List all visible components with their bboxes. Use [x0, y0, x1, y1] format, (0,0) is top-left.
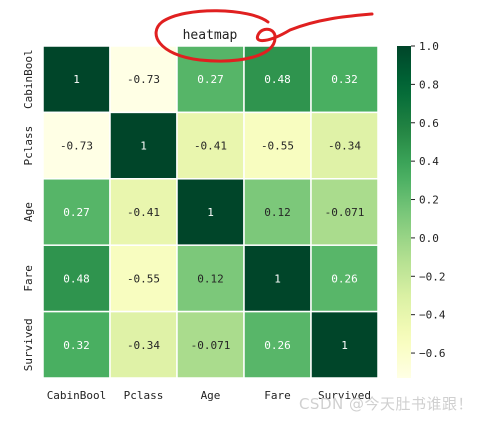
- cell-annotation: 0.27: [63, 206, 90, 219]
- x-tick-label: Survived: [318, 389, 371, 402]
- cell-annotation: 1: [341, 339, 348, 352]
- cell-annotation: 0.32: [331, 73, 358, 86]
- colorbar-tick-label: 1.0: [419, 40, 439, 53]
- heatmap-cells: 1 -0.73 0.27 0.48 0.32 -0.73 1 -0.41 -0.55 -0.34 0…: [42, 45, 379, 379]
- cell-annotation: -0.41: [194, 140, 227, 153]
- cell-annotation: 0.12: [197, 272, 224, 285]
- watermark: CSDN @今天肚书谁跟！: [298, 395, 473, 413]
- heatmap-cell: [109, 244, 178, 313]
- cell-annotation: 0.26: [264, 339, 291, 352]
- cell-annotation: -0.55: [127, 272, 160, 285]
- x-tick-labels: CabinBool Pclass Age Fare Survived: [47, 389, 371, 402]
- heatmap-cell: [42, 244, 111, 313]
- heatmap-cell: [310, 244, 379, 313]
- cell-annotation: -0.071: [325, 206, 365, 219]
- colorbar-tick-label: 0.8: [419, 78, 439, 91]
- x-tick-label: Age: [201, 389, 221, 402]
- heatmap-cell: [109, 45, 178, 114]
- y-tick-label: CabinBool: [22, 49, 35, 109]
- cell-annotation: 0.48: [63, 272, 90, 285]
- colorbar-tick-label: −0.4: [419, 309, 446, 322]
- y-tick-label: Survived: [22, 318, 35, 371]
- heatmap-cell: [42, 310, 111, 379]
- cell-annotation: 1: [73, 73, 80, 86]
- x-tick-label: CabinBool: [47, 389, 107, 402]
- heatmap-cell: [176, 310, 245, 379]
- x-tick-label: Pclass: [124, 389, 164, 402]
- cell-annotation: -0.34: [328, 140, 361, 153]
- heatmap-cell: [176, 111, 245, 180]
- cell-annotation: -0.071: [191, 339, 231, 352]
- cell-annotation: 0.32: [63, 339, 90, 352]
- cell-annotation: 0.26: [331, 272, 358, 285]
- heatmap-cell: [310, 310, 379, 379]
- cell-annotation: 1: [207, 206, 214, 219]
- colorbar-tick-label: 0.4: [419, 155, 439, 168]
- y-tick-label: Fare: [22, 265, 35, 292]
- heatmap-cell: [42, 45, 111, 114]
- heatmap-cell: [109, 178, 178, 246]
- cell-annotation: -0.55: [261, 140, 294, 153]
- cell-annotation: -0.34: [127, 339, 160, 352]
- colorbar-tick-label: 0.0: [419, 232, 439, 245]
- heatmap-cell: [243, 178, 312, 246]
- title-annotation-circle: [154, 9, 374, 63]
- colorbar-scale: [397, 46, 411, 378]
- cell-annotation: 1: [140, 140, 147, 153]
- x-tick-label: Fare: [264, 389, 291, 402]
- y-tick-label: Age: [22, 202, 35, 222]
- cell-annotation: 0.12: [264, 206, 291, 219]
- heatmap-cell: [310, 111, 379, 180]
- cell-annotation: -0.73: [60, 140, 93, 153]
- cell-annotation: 0.48: [264, 73, 291, 86]
- colorbar-tick-label: −0.2: [419, 270, 446, 283]
- colorbar-tick-label: −0.6: [419, 347, 446, 360]
- colorbar-tick-label: 0.2: [419, 194, 439, 207]
- y-tick-labels: CabinBool Pclass Age Fare Survived: [22, 49, 35, 371]
- y-tick-label: Pclass: [22, 126, 35, 166]
- cell-annotation: 0.27: [197, 73, 224, 86]
- colorbar: 1.0 0.8 0.6 0.4 0.2 0.0 −0.2 −0.4 −0.6: [397, 40, 446, 378]
- heatmap-cell: [109, 310, 178, 379]
- heatmap-cell: [176, 244, 245, 313]
- cell-annotation: 1: [274, 272, 281, 285]
- heatmap-cell: [243, 244, 312, 313]
- cell-annotation: -0.41: [127, 206, 160, 219]
- heatmap-cell: [42, 111, 111, 180]
- cell-annotation: -0.73: [127, 73, 160, 86]
- chart-title: heatmap: [183, 28, 238, 43]
- colorbar-tick-label: 0.6: [419, 117, 439, 130]
